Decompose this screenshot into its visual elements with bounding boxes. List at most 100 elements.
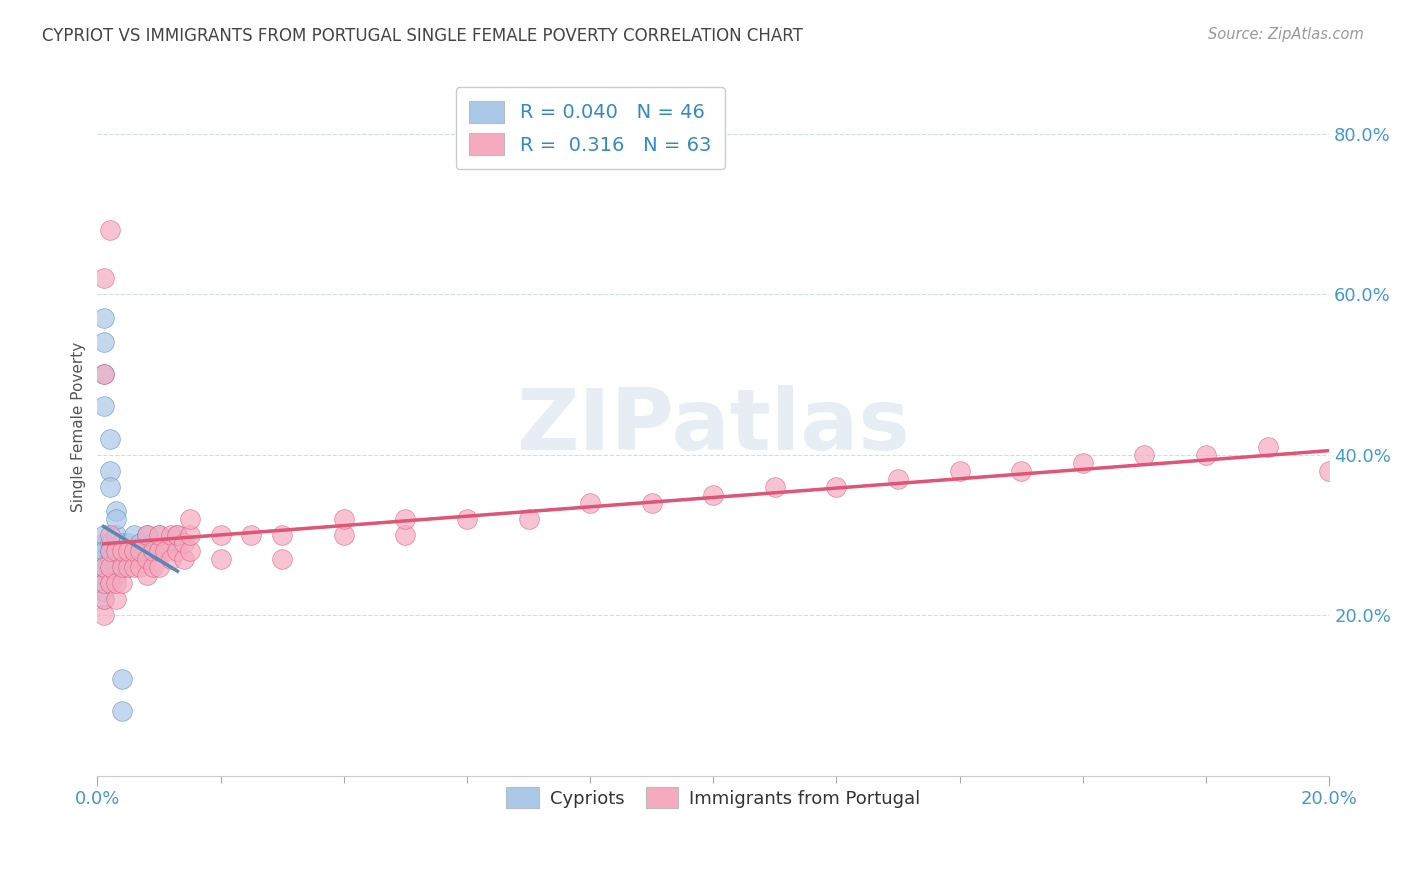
Point	[135, 544, 157, 558]
Point	[179, 512, 201, 526]
Point	[93, 584, 115, 599]
Point	[124, 544, 146, 558]
Point	[949, 464, 972, 478]
Point	[825, 480, 848, 494]
Point	[394, 528, 416, 542]
Point	[93, 592, 115, 607]
Point	[93, 552, 115, 566]
Point	[124, 544, 146, 558]
Point	[111, 536, 134, 550]
Point	[111, 544, 134, 558]
Point	[104, 528, 127, 542]
Point	[148, 528, 170, 542]
Point	[111, 560, 134, 574]
Point	[1317, 464, 1340, 478]
Point	[240, 528, 263, 542]
Point	[173, 552, 195, 566]
Point	[148, 544, 170, 558]
Point	[1133, 448, 1156, 462]
Point	[153, 544, 176, 558]
Point	[641, 496, 664, 510]
Point	[148, 528, 170, 542]
Point	[209, 552, 232, 566]
Point	[111, 544, 134, 558]
Point	[93, 560, 115, 574]
Point	[160, 528, 183, 542]
Point	[142, 536, 165, 550]
Point	[117, 544, 139, 558]
Point	[98, 552, 121, 566]
Point	[142, 544, 165, 558]
Point	[702, 488, 724, 502]
Point	[135, 528, 157, 542]
Point	[93, 335, 115, 350]
Point	[104, 512, 127, 526]
Point	[517, 512, 540, 526]
Point	[1257, 440, 1279, 454]
Point	[179, 544, 201, 558]
Point	[98, 544, 121, 558]
Point	[98, 560, 121, 574]
Point	[104, 568, 127, 582]
Point	[179, 528, 201, 542]
Point	[93, 536, 115, 550]
Point	[98, 480, 121, 494]
Point	[93, 576, 115, 591]
Point	[160, 552, 183, 566]
Point	[93, 368, 115, 382]
Point	[135, 528, 157, 542]
Point	[160, 536, 183, 550]
Point	[93, 528, 115, 542]
Point	[1071, 456, 1094, 470]
Point	[98, 576, 121, 591]
Point	[104, 552, 127, 566]
Point	[93, 592, 115, 607]
Point	[111, 672, 134, 686]
Point	[148, 544, 170, 558]
Point	[166, 528, 188, 542]
Point	[98, 536, 121, 550]
Point	[93, 576, 115, 591]
Point	[98, 568, 121, 582]
Point	[129, 544, 152, 558]
Point	[111, 560, 134, 574]
Point	[93, 271, 115, 285]
Point	[1010, 464, 1032, 478]
Point	[104, 576, 127, 591]
Point	[111, 576, 134, 591]
Point	[394, 512, 416, 526]
Point	[104, 504, 127, 518]
Point	[98, 464, 121, 478]
Point	[98, 544, 121, 558]
Point	[117, 560, 139, 574]
Point	[209, 528, 232, 542]
Point	[93, 400, 115, 414]
Point	[93, 311, 115, 326]
Point	[93, 368, 115, 382]
Point	[173, 536, 195, 550]
Point	[124, 560, 146, 574]
Point	[111, 704, 134, 718]
Point	[129, 536, 152, 550]
Text: ZIPatlas: ZIPatlas	[516, 385, 910, 468]
Point	[98, 560, 121, 574]
Point	[124, 528, 146, 542]
Point	[117, 552, 139, 566]
Point	[98, 528, 121, 542]
Point	[129, 560, 152, 574]
Point	[579, 496, 602, 510]
Point	[104, 592, 127, 607]
Point	[271, 552, 294, 566]
Point	[456, 512, 478, 526]
Point	[104, 544, 127, 558]
Point	[93, 568, 115, 582]
Point	[887, 472, 910, 486]
Legend: Cypriots, Immigrants from Portugal: Cypriots, Immigrants from Portugal	[499, 780, 928, 815]
Point	[93, 544, 115, 558]
Point	[93, 560, 115, 574]
Point	[104, 544, 127, 558]
Point	[117, 536, 139, 550]
Point	[98, 432, 121, 446]
Point	[129, 552, 152, 566]
Point	[166, 544, 188, 558]
